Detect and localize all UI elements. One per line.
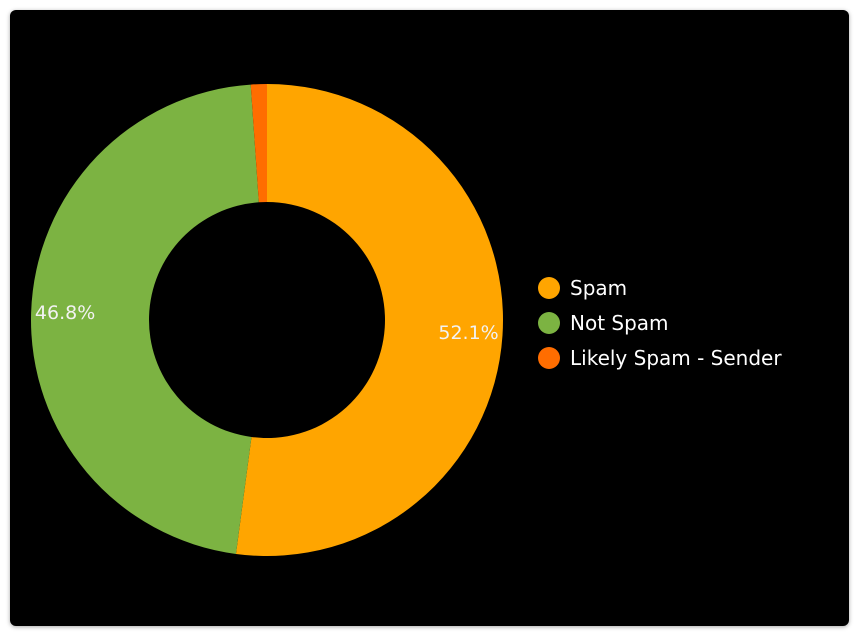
legend-label: Spam xyxy=(570,275,628,300)
legend-swatch-not-spam xyxy=(538,311,560,334)
legend-label: Not Spam xyxy=(570,310,669,335)
legend-label: Likely Spam - Sender xyxy=(570,345,782,370)
slice-likely-spam-sender[interactable] xyxy=(250,84,267,203)
donut-chart: 52.1% 46.8% xyxy=(30,84,503,557)
data-label-spam: 52.1% xyxy=(438,322,498,344)
chart-legend: Spam Not Spam Likely Spam - Sender xyxy=(538,270,782,375)
legend-swatch-likely-spam-sender xyxy=(538,346,560,369)
legend-item-not-spam[interactable]: Not Spam xyxy=(538,305,782,340)
legend-item-likely-spam-sender[interactable]: Likely Spam - Sender xyxy=(538,340,782,375)
legend-item-spam[interactable]: Spam xyxy=(538,270,782,305)
slice-spam[interactable] xyxy=(235,84,503,557)
data-label-not-spam: 46.8% xyxy=(35,302,95,324)
slice-not-spam[interactable] xyxy=(30,84,259,554)
chart-card: 52.1% 46.8% Spam Not Spam Likely Spam - S… xyxy=(10,10,849,626)
legend-swatch-spam xyxy=(538,276,560,299)
